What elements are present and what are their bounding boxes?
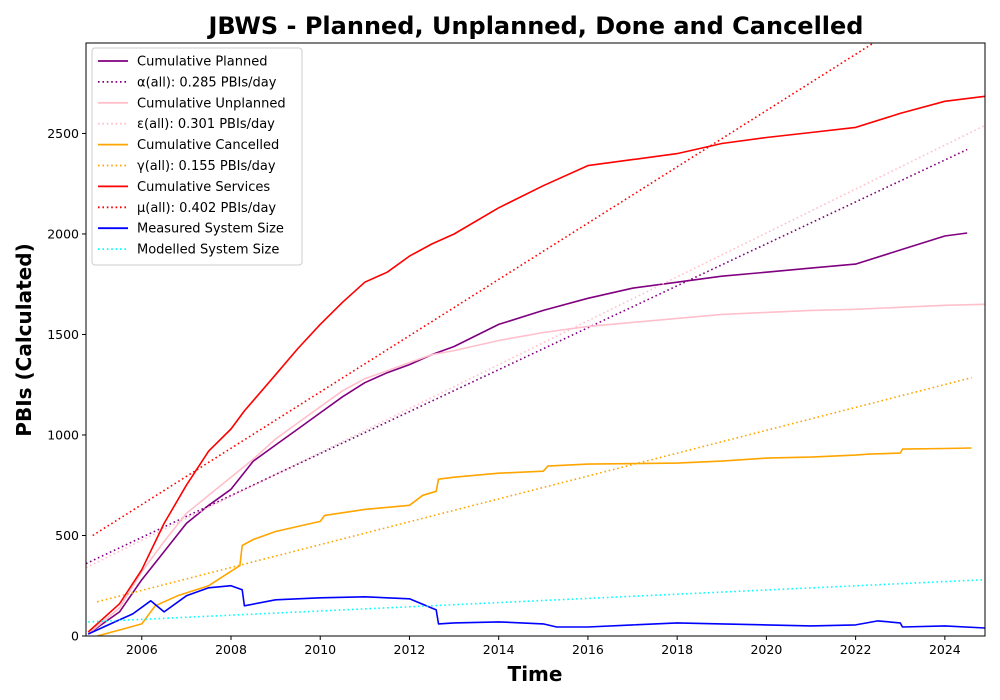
- legend-label-9: Modelled System Size: [137, 243, 279, 258]
- y-tick-label: 2500: [47, 126, 79, 141]
- series-layer: [86, 43, 985, 636]
- y-tick-label: 1500: [47, 327, 79, 342]
- x-axis-label: Time: [508, 662, 563, 686]
- legend-label-6: Cumulative Services: [137, 180, 270, 195]
- legend-label-2: Cumulative Unplanned: [137, 96, 286, 111]
- legend-label-0: Cumulative Planned: [137, 55, 267, 70]
- y-tick-label: 2000: [47, 226, 79, 241]
- x-tick-label: 2006: [126, 642, 158, 657]
- series-line-5: [97, 376, 972, 603]
- legend-label-1: α(all): 0.285 PBIs/day: [137, 75, 277, 90]
- x-tick-label: 2010: [304, 642, 336, 657]
- plot-frame: [85, 42, 986, 637]
- legend: Cumulative Planned α(all): 0.285 PBIs/day…: [91, 47, 303, 266]
- legend-box: [91, 47, 303, 266]
- x-tick-label: 2018: [661, 642, 693, 657]
- legend-label-7: μ(all): 0.402 PBIs/day: [137, 201, 276, 216]
- x-tick-label: 2014: [483, 642, 515, 657]
- x-tick-label: 2020: [750, 642, 782, 657]
- legend-label-8: Measured System Size: [137, 222, 284, 237]
- y-tick-label: 500: [55, 528, 79, 543]
- x-tick-label: 2012: [394, 642, 426, 657]
- chart-title: JBWS - Planned, Unplanned, Done and Canc…: [207, 12, 864, 40]
- x-tick-label: 2016: [572, 642, 604, 657]
- ticks-layer: 2006 2008 2010 2012 2014 2016 2018 2020 2022 2024…: [47, 126, 961, 657]
- legend-label-5: γ(all): 0.155 PBIs/day: [137, 159, 276, 174]
- y-axis-label: PBIs (Calculated): [12, 243, 36, 436]
- legend-label-4: Cumulative Cancelled: [137, 138, 279, 153]
- series-line-2: [87, 303, 985, 635]
- series-line-4: [96, 447, 972, 636]
- x-tick-label: 2008: [215, 642, 247, 657]
- x-tick-label: 2022: [840, 642, 872, 657]
- x-tick-label: 2024: [929, 642, 961, 657]
- series-line-6: [87, 95, 985, 633]
- series-line-8: [87, 584, 985, 635]
- y-tick-label: 1000: [47, 427, 79, 442]
- y-tick-label: 0: [71, 629, 79, 644]
- series-line-9: [88, 578, 985, 623]
- legend-label-3: ε(all): 0.301 PBIs/day: [137, 117, 275, 132]
